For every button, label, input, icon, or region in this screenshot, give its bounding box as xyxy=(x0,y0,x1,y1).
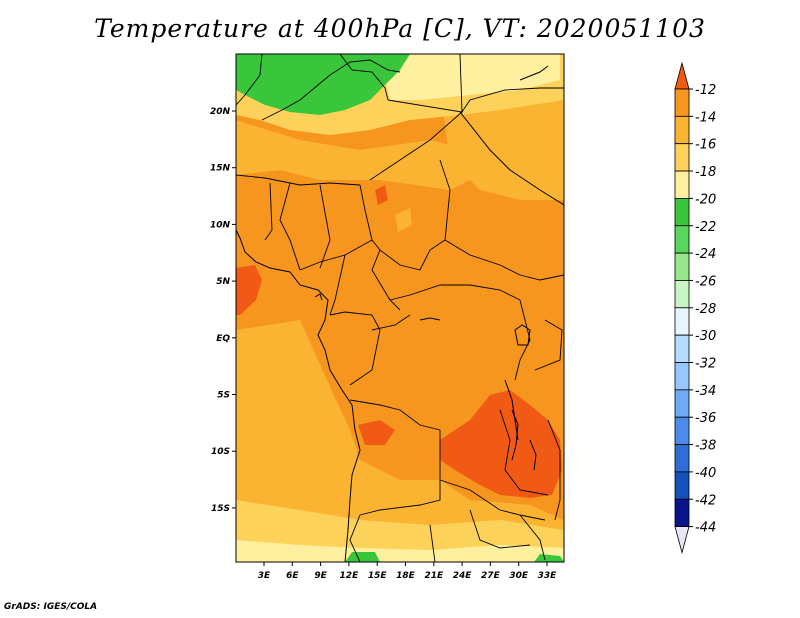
field-green-north xyxy=(236,54,410,115)
colorbar-label: -24 xyxy=(695,247,716,262)
country-borders xyxy=(236,54,564,562)
field-light-streak xyxy=(395,208,412,232)
lat-label: 15S xyxy=(211,504,230,514)
colorbar-box xyxy=(674,225,690,254)
colorbar-label: -40 xyxy=(695,466,716,481)
colorbar-box xyxy=(674,471,690,500)
colorbar-label: -34 xyxy=(695,384,716,399)
colorbar-label: -12 xyxy=(695,83,716,98)
colorbar-label: -38 xyxy=(695,439,716,454)
colorbar-label: -14 xyxy=(695,110,716,125)
lon-axis-labels: 3E 6E 9E 12E 15E 18E 21E 24E 27E 30E 33E xyxy=(258,571,557,581)
temperature-field xyxy=(236,54,564,562)
colorbar-box xyxy=(674,498,690,528)
colorbar-box xyxy=(674,389,690,418)
lon-label: 33E xyxy=(538,571,558,581)
field-warm-chad xyxy=(375,185,388,205)
colorbar-box xyxy=(674,170,690,199)
colorbar-box xyxy=(674,334,690,363)
colorbar-box xyxy=(674,416,690,445)
colorbar-over-triangle xyxy=(674,61,690,90)
colorbar-label: -32 xyxy=(695,357,716,372)
lat-label: 20N xyxy=(210,107,231,117)
lat-label: 15N xyxy=(210,164,231,174)
lat-label: EQ xyxy=(216,334,230,344)
colorbar-box xyxy=(674,362,690,391)
field-green-south-b xyxy=(534,554,564,562)
lon-label: 24E xyxy=(453,571,473,581)
credit-text: GrADS: IGES/COLA xyxy=(4,602,98,612)
field-light-south-west xyxy=(236,380,350,480)
colorbar-labels: -12 -14 -16 -18 -20 -22 -24 -26 -28 -30 -32 -34 -36 -… xyxy=(689,83,716,536)
colorbar-box xyxy=(674,88,690,117)
field-ocean-west xyxy=(236,320,564,562)
lon-label: 12E xyxy=(340,571,360,581)
lat-axis-labels: 20N 15N 10N 5N EQ 5S 10S 15S xyxy=(210,107,231,514)
colorbar-box xyxy=(674,444,690,473)
colorbar-label: -30 xyxy=(695,329,716,344)
colorbar-box xyxy=(674,143,690,172)
coastline xyxy=(236,65,564,562)
lat-ticks xyxy=(232,110,236,509)
lon-label: 21E xyxy=(424,571,444,581)
lon-label: 30E xyxy=(509,571,529,581)
colorbar-label: -18 xyxy=(695,165,716,180)
field-green-south-a xyxy=(345,552,380,562)
field-warm-southeast xyxy=(440,390,562,498)
colorbar-label: -28 xyxy=(695,302,716,317)
colorbar-label: -44 xyxy=(695,521,716,536)
lon-label: 27E xyxy=(481,571,501,581)
lat-label: 10S xyxy=(211,447,230,457)
colorbar-label: -16 xyxy=(695,138,716,153)
field-north-band xyxy=(236,120,490,190)
colorbar-box xyxy=(674,280,690,309)
lakes xyxy=(314,293,537,471)
colorbar-box xyxy=(674,307,690,336)
field-south-pale xyxy=(236,540,564,562)
colorbar-box xyxy=(674,252,690,281)
colorbar-boxes xyxy=(674,61,690,555)
field-warm-west xyxy=(236,265,262,315)
colorbar-box xyxy=(674,115,690,145)
colorbar-label: -22 xyxy=(695,220,716,235)
lat-label: 5N xyxy=(216,277,230,287)
field-sahara-pale xyxy=(380,54,560,100)
lon-label: 6E xyxy=(286,571,299,581)
lon-ticks xyxy=(263,562,548,566)
colorbar-label: -26 xyxy=(695,274,716,289)
chart-title: Temperature at 400hPa [C], VT: 202005110… xyxy=(94,14,706,43)
colorbar-under-triangle xyxy=(674,526,690,555)
lat-label: 10N xyxy=(210,220,231,230)
lon-label: 15E xyxy=(368,571,388,581)
colorbar-label: -36 xyxy=(695,411,716,426)
colorbar-label: -20 xyxy=(695,192,716,207)
colorbar-label: -42 xyxy=(695,493,716,508)
lon-label: 18E xyxy=(396,571,416,581)
colorbar-box xyxy=(674,197,690,227)
field-warm-angola xyxy=(358,420,395,445)
lat-label: 5S xyxy=(217,391,230,401)
map-frame xyxy=(235,53,565,563)
lon-label: 9E xyxy=(314,571,327,581)
lon-label: 3E xyxy=(258,571,271,581)
